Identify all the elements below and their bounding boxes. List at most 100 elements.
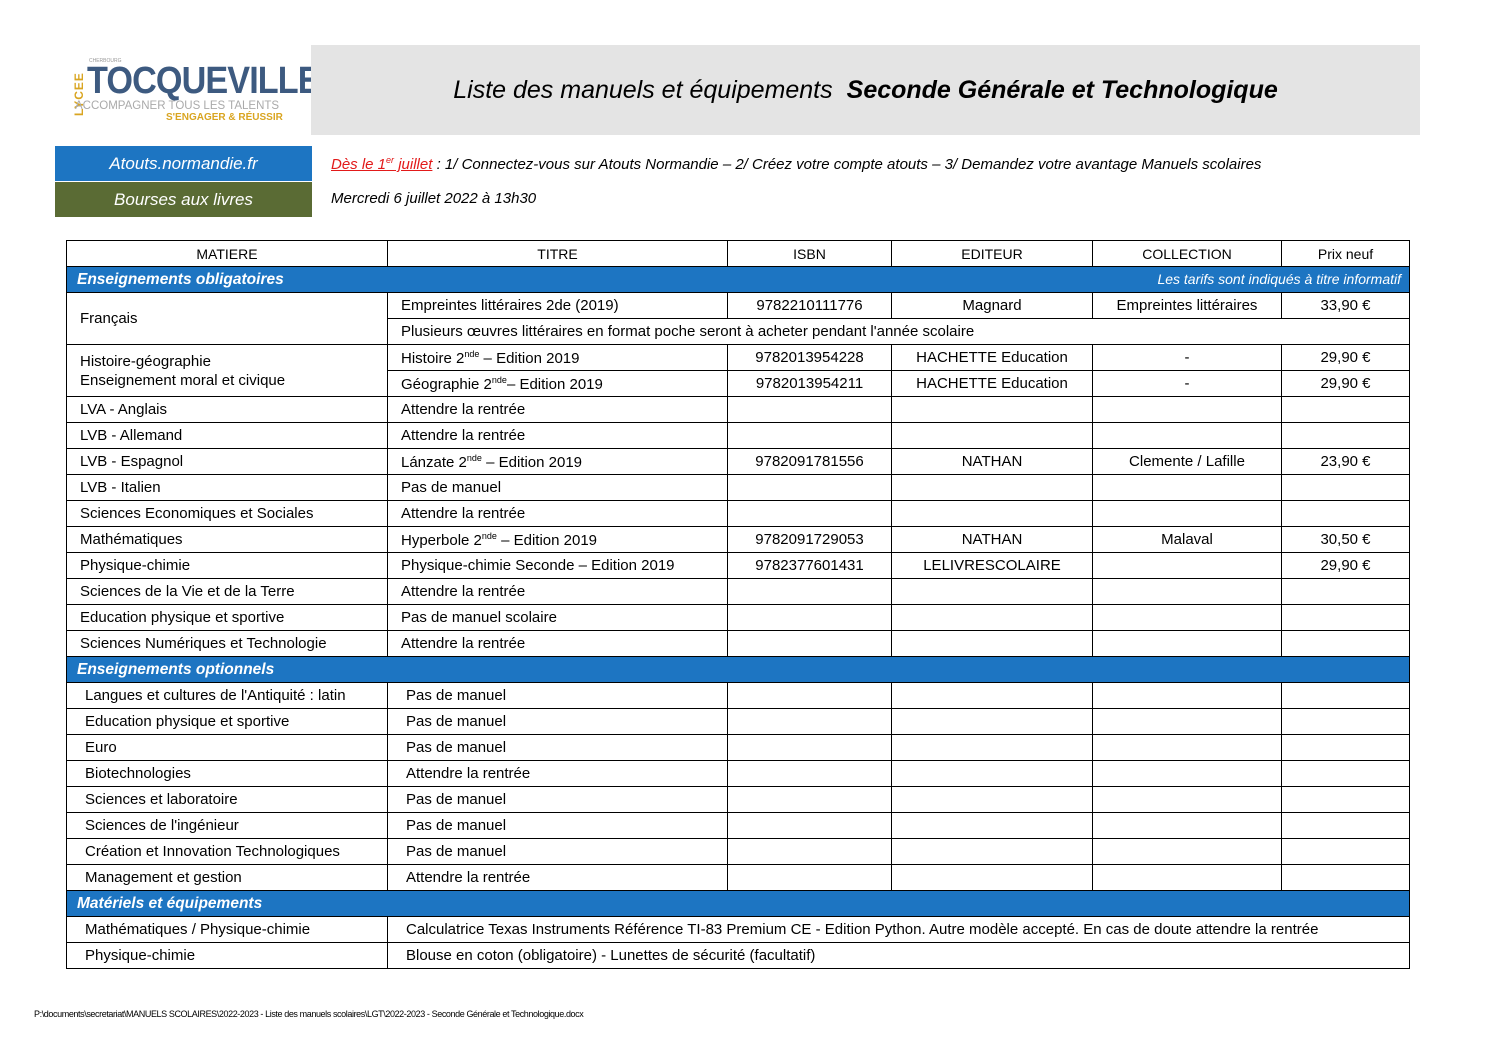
cell-collection [1092,812,1282,839]
cell-editeur [891,396,1093,423]
cell-titre: Histoire 2nde – Edition 2019 [387,344,728,371]
cell-titre: Attendre la rentrée [387,500,728,527]
bourses-aux-livres-link[interactable]: Bourses aux livres [55,182,312,217]
cell-prix: 23,90 € [1281,448,1410,475]
cell-wide-text: Calculatrice Texas Instruments Référence… [387,916,1410,943]
logo-name: TOCQUEVILLE [87,60,321,102]
cell-matiere: LVB - Espagnol [66,448,388,475]
cell-matiere: Sciences de l'ingénieur [66,812,388,839]
cell-isbn [727,708,892,735]
table-row: Plusieurs œuvres littéraires en format p… [67,318,1410,345]
table-row: Physique-chimie Blouse en coton (obligato… [66,942,1410,969]
cell-collection: - [1092,344,1282,371]
section-title: Enseignements obligatoires [77,270,284,288]
cell-matiere: Langues et cultures de l'Antiquité : lat… [66,682,388,709]
cell-prix [1281,838,1410,865]
cell-prix [1281,708,1410,735]
table-row: Histoire-géographie Enseignement moral et… [66,344,1410,397]
table-row: Physique-chimie Physique-chimie Seconde –… [66,552,1410,579]
cell-editeur [891,422,1093,449]
table-row: LVB - Allemand Attendre la rentrée [66,422,1410,449]
instructions-text: : 1/ Connectez-vous sur Atouts Normandie… [432,156,1262,173]
column-header: MATIERE [66,240,388,267]
cell-editeur [891,708,1093,735]
table-row: Sciences de la Vie et de la Terre Attendr… [66,578,1410,605]
table-row: Sciences de l'ingénieur Pas de manuel [66,812,1410,839]
column-header: COLLECTION [1092,240,1282,267]
table-row: Mathématiques Hyperbole 2nde – Edition 20… [66,526,1410,553]
cell-editeur [891,812,1093,839]
cell-isbn [727,786,892,813]
cell-prix [1281,474,1410,501]
atouts-normandie-link[interactable]: Atouts.normandie.fr [55,146,312,181]
cell-matiere: Mathématiques / Physique-chimie [66,916,388,943]
cell-wide-text: Blouse en coton (obligatoire) - Lunettes… [387,942,1410,969]
section-note: Les tarifs sont indiqués à titre informa… [1157,270,1401,287]
cell-isbn [727,864,892,891]
table-row: Euro Pas de manuel [66,734,1410,761]
cell-prix: 33,90 € [1281,292,1410,319]
cell-matiere: Physique-chimie [66,942,388,969]
cell-section: Matériels et équipements [66,890,1410,917]
cell-titre: Attendre la rentrée [387,578,728,605]
cell-titre: Géographie 2nde– Edition 2019 [387,370,728,397]
section-header: Matériels et équipements [66,890,1410,917]
table-row: Création et Innovation Technologiques Pas… [66,838,1410,865]
cell-editeur [891,734,1093,761]
book-fair-date: Mercredi 6 juillet 2022 à 13h30 [331,190,537,207]
cell-matiere: Sciences Economiques et Sociales [66,500,388,527]
cell-collection [1092,604,1282,631]
cell-matiere: Sciences et laboratoire [66,786,388,813]
cell-matiere: Biotechnologies [66,760,388,787]
cell-collection [1092,396,1282,423]
cell-collection [1092,474,1282,501]
cell-editeur [891,500,1093,527]
cell-titre: Pas de manuel [387,682,728,709]
column-header: Prix neuf [1281,240,1410,267]
atouts-instructions: Dès le 1er juillet : 1/ Connectez-vous s… [331,155,1261,173]
cell-editeur [891,630,1093,657]
cell-matiere: Sciences de la Vie et de la Terre [66,578,388,605]
table-row: Français Empreintes littéraires 2de (2019… [66,292,1410,345]
cell-collection: Empreintes littéraires [1092,292,1282,319]
manuals-table: MATIERE TITRE ISBN EDITEUR COLLECTION Prix ne… [66,240,1410,969]
table-row: Management et gestion Attendre la rentrée [66,864,1410,891]
cell-isbn [727,630,892,657]
cell-titre: Pas de manuel [387,812,728,839]
cell-matiere: Mathématiques [66,526,388,553]
cell-collection [1092,500,1282,527]
cell-prix [1281,578,1410,605]
cell-collection [1092,838,1282,865]
cell-collection: Clemente / Lafille [1092,448,1282,475]
cell-collection [1092,786,1282,813]
cell-isbn: 9782210111776 [727,292,892,319]
title-regular: Liste des manuels et équipements [453,75,833,104]
table-row: LVB - Italien Pas de manuel [66,474,1410,501]
cell-titre: Attendre la rentrée [387,396,728,423]
cell-titre: Lánzate 2nde – Edition 2019 [387,448,728,475]
cell-titre: Hyperbole 2nde – Edition 2019 [387,526,728,553]
cell-titre: Pas de manuel [387,838,728,865]
cell-titre: Attendre la rentrée [387,760,728,787]
cell-prix [1281,864,1410,891]
table-row: LVB - Espagnol Lánzate 2nde – Edition 201… [66,448,1410,475]
section-header: Enseignements obligatoires Les tarifs son… [66,266,1410,293]
cell-matiere: Physique-chimie [66,552,388,579]
cell-collection [1092,734,1282,761]
cell-matiere: Création et Innovation Technologiques [66,838,388,865]
cell-isbn: 9782013954211 [727,370,892,397]
table-row: Education physique et sportive Pas de man… [66,708,1410,735]
column-header: EDITEUR [891,240,1093,267]
cell-editeur: HACHETTE Education [891,370,1093,397]
cell-matiere: LVB - Italien [66,474,388,501]
cell-prix [1281,500,1410,527]
cell-editeur: Magnard [891,292,1093,319]
cell-isbn [727,760,892,787]
cell-prix [1281,786,1410,813]
table-row: Mathématiques / Physique-chimie Calculatr… [66,916,1410,943]
cell-editeur [891,578,1093,605]
table-row: Sciences Economiques et Sociales Attendre… [66,500,1410,527]
cell-collection: Malaval [1092,526,1282,553]
cell-prix [1281,422,1410,449]
cell-matiere: LVA - Anglais [66,396,388,423]
